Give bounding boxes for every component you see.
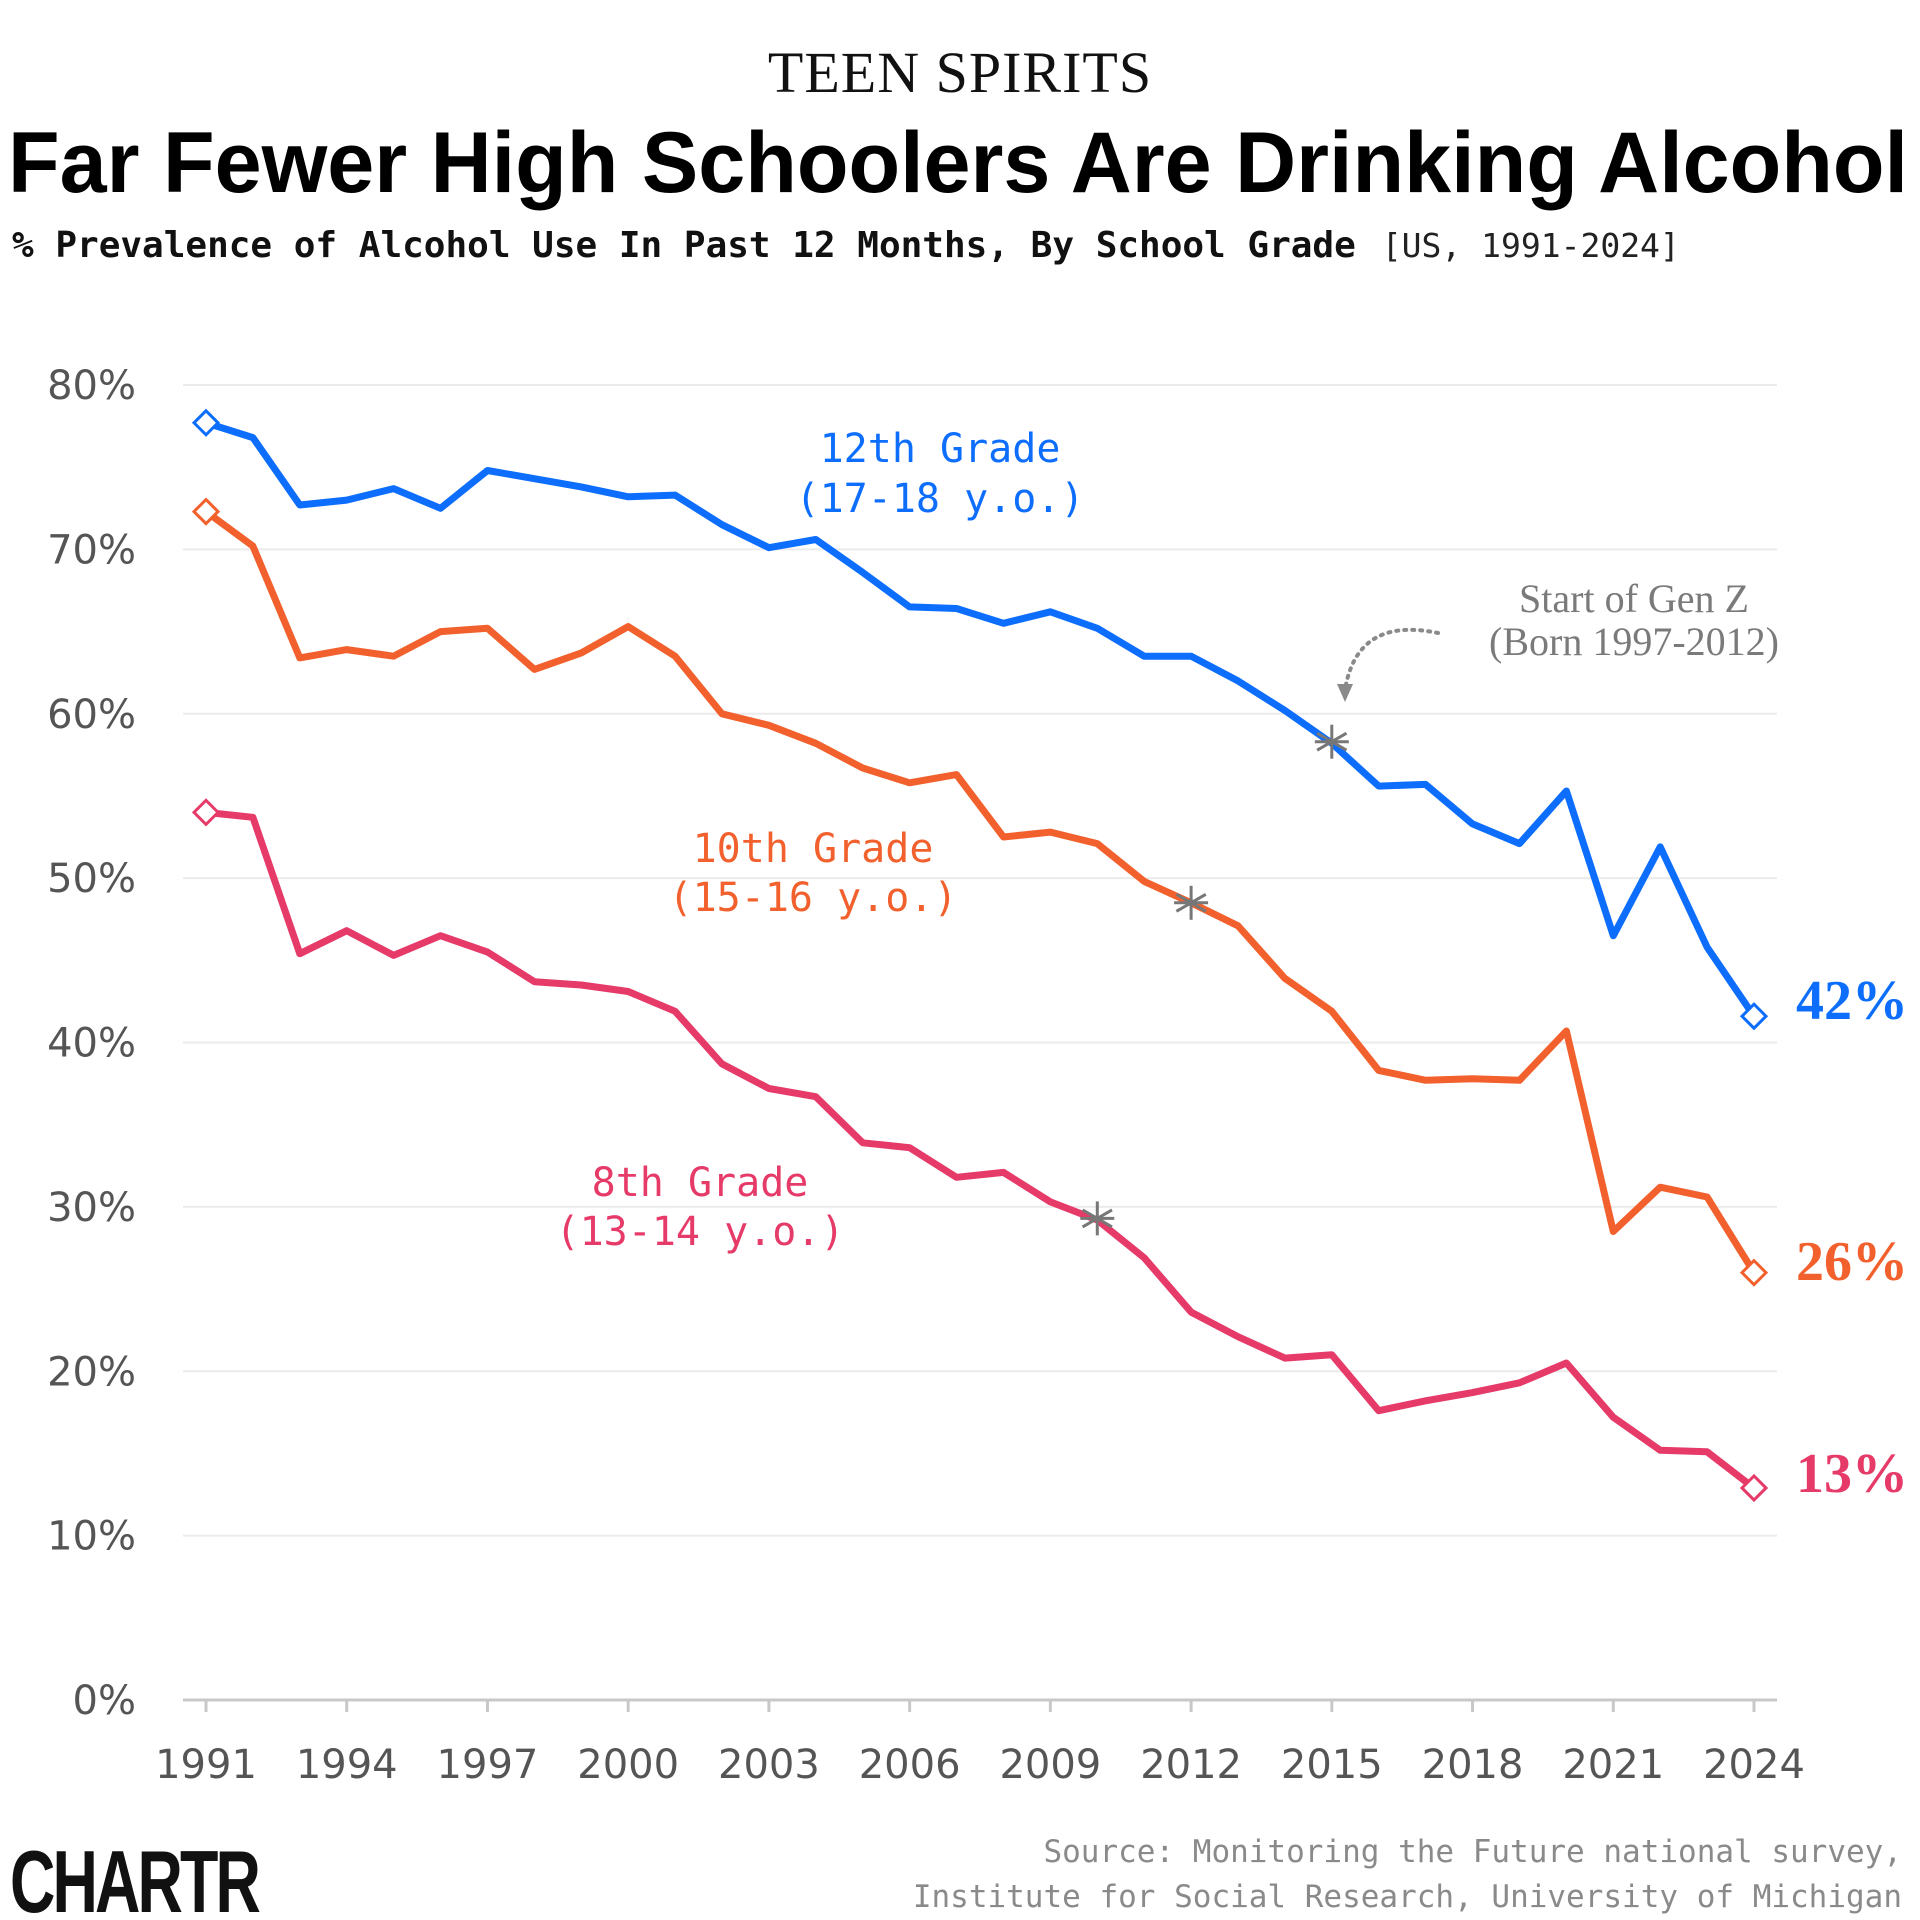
8th-grade-line (202, 808, 1758, 1492)
12th-grade-line (202, 419, 1758, 1020)
10th-grade-end-marker (1739, 1258, 1769, 1287)
source-line-2: Institute for Social Research, Universit… (913, 1879, 1902, 1915)
8th-grade-age-label: (13-14 y.o.) (556, 1209, 845, 1255)
y-tick-label: 20% (47, 1349, 136, 1395)
x-tick-label: 2006 (859, 1742, 961, 1788)
y-tick-label: 50% (47, 856, 136, 902)
8th-grade-start-marker (191, 798, 221, 827)
12th-grade-end-marker (1739, 1002, 1769, 1031)
x-tick-label: 2024 (1703, 1742, 1805, 1788)
y-tick-label: 10% (47, 1514, 136, 1560)
y-tick-label: 60% (47, 692, 136, 738)
x-tick-label: 2021 (1562, 1742, 1664, 1788)
genz-annotation-line2: (Born 1997-2012) (1489, 619, 1779, 664)
genz-start-marker (1080, 1201, 1115, 1236)
annotation-layer: Start of Gen Z (Born 1997-2012) (1337, 576, 1779, 702)
y-tick-label: 40% (47, 1021, 136, 1067)
10th-grade-start-marker (191, 497, 221, 526)
x-tick-label: 2003 (718, 1742, 820, 1788)
8th-grade-end-value: 13% (1796, 1443, 1908, 1505)
kicker: TEEN SPIRITS (768, 40, 1152, 105)
genz-start-marker (1174, 885, 1209, 920)
y-tick-label: 30% (47, 1185, 136, 1231)
x-tick-label: 2009 (999, 1742, 1101, 1788)
10th-grade-label: 10th Grade (693, 826, 934, 872)
8th-grade-end-marker (1739, 1473, 1769, 1503)
y-tick-label: 70% (47, 527, 136, 573)
y-tick-label: 80% (47, 363, 136, 409)
label-layer: 12th Grade(17-18 y.o.) 42% 10th Grade(15-1… (556, 426, 1908, 1505)
12th-grade-end-value: 42% (1796, 970, 1908, 1032)
10th-grade-line (202, 508, 1758, 1277)
x-tick-label: 2018 (1422, 1742, 1524, 1788)
chartr-logo: CHARTR (10, 1832, 260, 1920)
x-tick-label: 2000 (577, 1742, 679, 1788)
y-tick-label: 0% (73, 1678, 136, 1724)
x-tick-label: 2015 (1281, 1742, 1383, 1788)
source-line-1: Source: Monitoring the Future national s… (1043, 1834, 1902, 1870)
subtitle-main: % Prevalence of Alcohol Use In Past 12 M… (12, 225, 1356, 266)
subtitle-scope: [US, 1991-2024] (1382, 226, 1680, 265)
genz-annotation-line1: Start of Gen Z (1519, 576, 1749, 621)
genz-start-marker (1314, 724, 1349, 759)
series-layer (191, 408, 1769, 1503)
axis-layer: 0% 10% 20% 30% 40% 50% 60% 70% 80% 1991 1994 1997 20… (47, 363, 1805, 1788)
10th-grade-end-value: 26% (1796, 1231, 1908, 1293)
genz-arrowhead (1337, 684, 1353, 702)
x-tick-label: 1991 (155, 1742, 257, 1788)
chart-title: Far Fewer High Schoolers Are Drinking Al… (8, 115, 1908, 211)
genz-arrow (1343, 627, 1440, 692)
x-tick-label: 1997 (437, 1742, 539, 1788)
8th-grade-label: 8th Grade (592, 1160, 809, 1206)
10th-grade-age-label: (15-16 y.o.) (669, 875, 958, 921)
chart-subtitle: % Prevalence of Alcohol Use In Past 12 M… (12, 225, 1680, 266)
12th-grade-age-label: (17-18 y.o.) (796, 476, 1085, 522)
grid-layer (183, 384, 1777, 1537)
x-tick-label: 2012 (1140, 1742, 1242, 1788)
x-tick-label: 1994 (296, 1742, 398, 1788)
12th-grade-label: 12th Grade (820, 426, 1061, 472)
12th-grade-start-marker (191, 408, 221, 437)
